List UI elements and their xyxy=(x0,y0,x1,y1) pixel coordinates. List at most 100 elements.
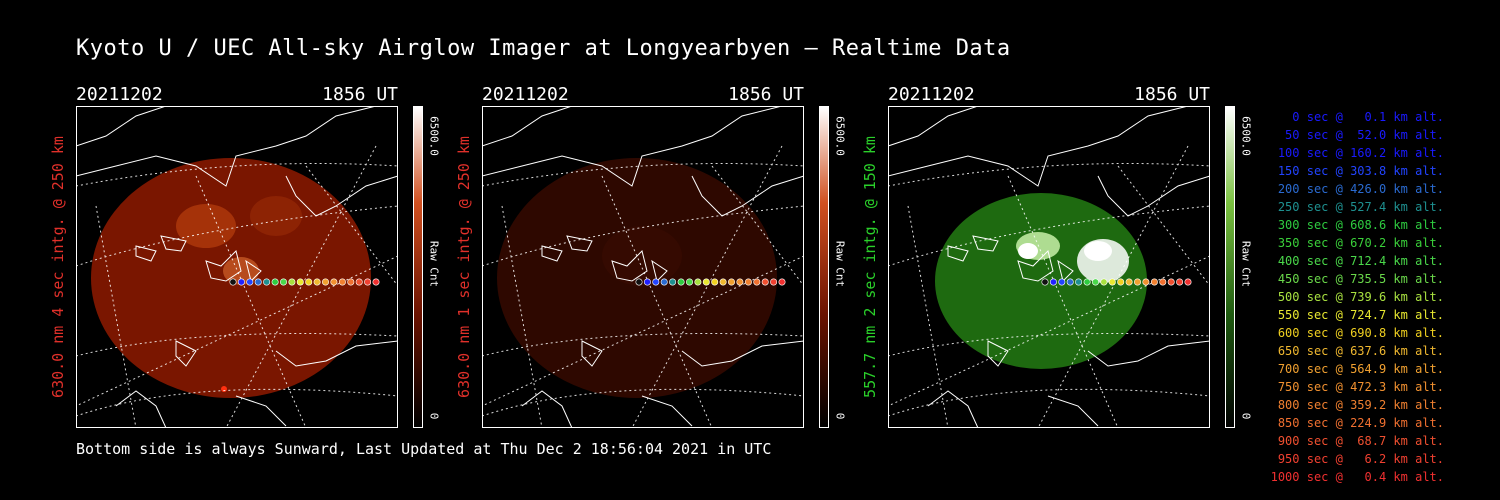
panel-date: 20211202 xyxy=(482,84,569,105)
legend-entry: 200 sec @ 426.0 km alt. xyxy=(1277,182,1444,196)
allsky-image xyxy=(75,105,399,429)
trajectory-point xyxy=(1117,278,1125,286)
footer-note: Bottom side is always Sunward, Last Upda… xyxy=(76,440,772,458)
colorbar-max-label: 6500.0 xyxy=(1239,116,1253,156)
trajectory-point xyxy=(330,278,338,286)
image-frame xyxy=(76,106,398,428)
panel-wavelength-label: 630.0 nm 4 sec intg. @ 250 km xyxy=(49,136,67,398)
trajectory-point xyxy=(686,278,694,286)
legend-entry: 800 sec @ 359.2 km alt. xyxy=(1277,398,1444,412)
legend-entry: 750 sec @ 472.3 km alt. xyxy=(1277,380,1444,394)
trajectory-point xyxy=(263,278,271,286)
trajectory-point xyxy=(1092,278,1100,286)
trajectory-point xyxy=(347,278,355,286)
legend-entry: 450 sec @ 735.5 km alt. xyxy=(1277,272,1444,286)
trajectory-point xyxy=(237,278,245,286)
trajectory-point xyxy=(736,278,744,286)
legend-entry: 400 sec @ 712.4 km alt. xyxy=(1277,254,1444,268)
legend-entry: 1000 sec @ 0.4 km alt. xyxy=(1270,470,1444,484)
colorbar-min-label: 0 xyxy=(1239,412,1253,420)
trajectory-point xyxy=(1049,278,1057,286)
panel-time: 1856 UT xyxy=(1134,84,1210,105)
panel-time: 1856 UT xyxy=(728,84,804,105)
trajectory-legend: 0 sec @ 0.1 km alt. 50 sec @ 52.0 km alt.… xyxy=(1264,108,1444,486)
trajectory-point xyxy=(643,278,651,286)
colorbar-max-label: 6500.0 xyxy=(833,116,847,156)
trajectory-point xyxy=(254,278,262,286)
trajectory-point xyxy=(635,278,643,286)
panel-date: 20211202 xyxy=(76,84,163,105)
trajectory-point xyxy=(711,278,719,286)
trajectory-point xyxy=(1125,278,1133,286)
trajectory-point xyxy=(1108,278,1116,286)
legend-entry: 0 sec @ 0.1 km alt. xyxy=(1292,110,1444,124)
trajectory-point xyxy=(322,278,330,286)
trajectory-point xyxy=(660,278,668,286)
trajectory-point xyxy=(1159,278,1167,286)
legend-entry: 700 sec @ 564.9 km alt. xyxy=(1277,362,1444,376)
trajectory-point xyxy=(372,278,380,286)
trajectory-point xyxy=(1075,278,1083,286)
trajectory-point xyxy=(1083,278,1091,286)
panel-wavelength-label: 557.7 nm 2 sec intg. @ 150 km xyxy=(861,136,879,398)
legend-entry: 950 sec @ 6.2 km alt. xyxy=(1277,452,1444,466)
airglow-panel-1: 20211202 1856 UT 630.0 nm 4 sec intg. @ … xyxy=(49,84,496,434)
trajectory-point xyxy=(744,278,752,286)
colorbar xyxy=(1225,106,1235,428)
page-title: Kyoto U / UEC All-sky Airglow Imager at … xyxy=(76,36,1011,61)
trajectory-point xyxy=(1066,278,1074,286)
trajectory-point xyxy=(280,278,288,286)
legend-entry: 550 sec @ 724.7 km alt. xyxy=(1277,308,1444,322)
trajectory-point xyxy=(1142,278,1150,286)
trajectory-point xyxy=(652,278,660,286)
coastlines xyxy=(75,105,399,429)
panel-time: 1856 UT xyxy=(322,84,398,105)
trajectory-point xyxy=(1100,278,1108,286)
trajectory-point xyxy=(305,278,313,286)
allsky-image xyxy=(481,105,805,429)
colorbar-unit-label: Raw Cnt xyxy=(833,240,847,288)
legend-entry: 300 sec @ 608.6 km alt. xyxy=(1277,218,1444,232)
colorbar xyxy=(413,106,423,428)
legend-entry: 650 sec @ 637.6 km alt. xyxy=(1277,344,1444,358)
trajectory-point xyxy=(694,278,702,286)
panel-wavelength-label: 630.0 nm 1 sec intg. @ 250 km xyxy=(455,136,473,398)
trajectory-point xyxy=(229,278,237,286)
legend-entry: 50 sec @ 52.0 km alt. xyxy=(1285,128,1444,142)
colorbar-unit-label: Raw Cnt xyxy=(1239,240,1253,288)
trajectory-point xyxy=(770,278,778,286)
trajectory-point xyxy=(313,278,321,286)
colorbar-min-label: 0 xyxy=(427,412,441,420)
trajectory-point xyxy=(355,278,363,286)
trajectory-point xyxy=(677,278,685,286)
trajectory-point xyxy=(778,278,786,286)
colorbar xyxy=(819,106,829,428)
trajectory-point xyxy=(1167,278,1175,286)
image-frame xyxy=(482,106,804,428)
lat-lon-grid xyxy=(887,145,1211,429)
trajectory-point xyxy=(753,278,761,286)
trajectory-point xyxy=(1058,278,1066,286)
legend-entry: 900 sec @ 68.7 km alt. xyxy=(1277,434,1444,448)
trajectory-point xyxy=(1150,278,1158,286)
trajectory-point xyxy=(1134,278,1142,286)
allsky-image xyxy=(887,105,1211,429)
legend-entry: 350 sec @ 670.2 km alt. xyxy=(1277,236,1444,250)
coastlines xyxy=(481,105,805,429)
lat-lon-grid xyxy=(75,145,399,429)
trajectory-point xyxy=(1041,278,1049,286)
panel-date: 20211202 xyxy=(888,84,975,105)
trajectory-point xyxy=(288,278,296,286)
trajectory-point xyxy=(1176,278,1184,286)
airglow-panel-3: 20211202 1856 UT 557.7 nm 2 sec intg. @ … xyxy=(861,84,1308,434)
legend-entry: 100 sec @ 160.2 km alt. xyxy=(1277,146,1444,160)
colorbar-min-label: 0 xyxy=(833,412,847,420)
legend-entry: 850 sec @ 224.9 km alt. xyxy=(1277,416,1444,430)
image-frame xyxy=(888,106,1210,428)
airglow-disk xyxy=(935,193,1147,369)
trajectory-point xyxy=(246,278,254,286)
trajectory-point xyxy=(728,278,736,286)
lat-lon-grid xyxy=(481,145,805,429)
trajectory-point xyxy=(364,278,372,286)
trajectory-point xyxy=(338,278,346,286)
